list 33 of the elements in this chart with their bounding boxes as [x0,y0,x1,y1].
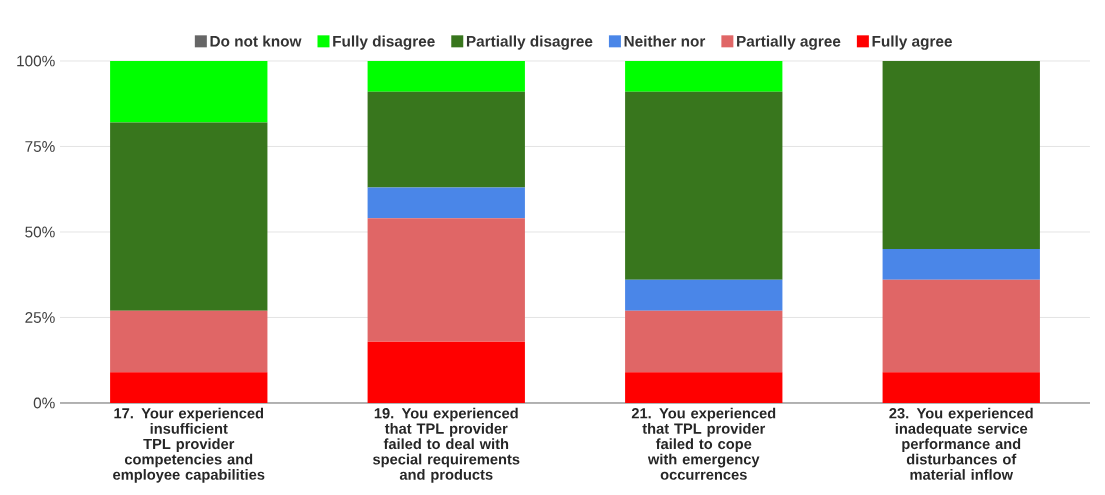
y-tick-label: 50% [25,226,55,238]
bar [882,372,1040,403]
legend-label: Partially agree [737,35,841,50]
legend-label: Fully agree [872,35,952,50]
legend-label: Fully disagree [333,35,435,50]
bar [367,60,525,92]
bar [110,60,268,123]
bar [882,279,1040,373]
bar [882,60,1040,250]
legend-label: Neither nor [624,35,706,47]
bar [110,122,268,311]
y-tick-label: 0% [33,397,55,409]
bar [625,60,783,92]
bar [625,91,783,280]
y-tick-label: 100% [17,55,55,67]
bar [625,310,783,373]
bar [367,91,525,188]
x-tick-label: 19. You experienced that TPL provider failed to deal with special requirements and products [373,407,520,483]
bar [367,341,525,403]
x-tick-label: 21. You experienced that TPL provider failed to cope with emergency occurrences [631,407,776,480]
bar [625,279,783,311]
y-tick-label: 75% [25,141,55,152]
bar [367,218,525,342]
bar [882,249,1040,280]
bar [625,372,783,403]
legend-label: Partially disagree [466,35,593,50]
y-tick-label: 25% [25,312,55,323]
bar [367,187,525,219]
x-tick-label: 23. You experienced inadequate service performance and disturbances of material inflow [889,407,1033,480]
bar [110,372,268,403]
bar [110,310,268,373]
x-tick-label: 17. Your experienced insufficient TPL provider competencies and employee capabilities [113,407,265,483]
legend-label: Do not know [210,35,302,47]
